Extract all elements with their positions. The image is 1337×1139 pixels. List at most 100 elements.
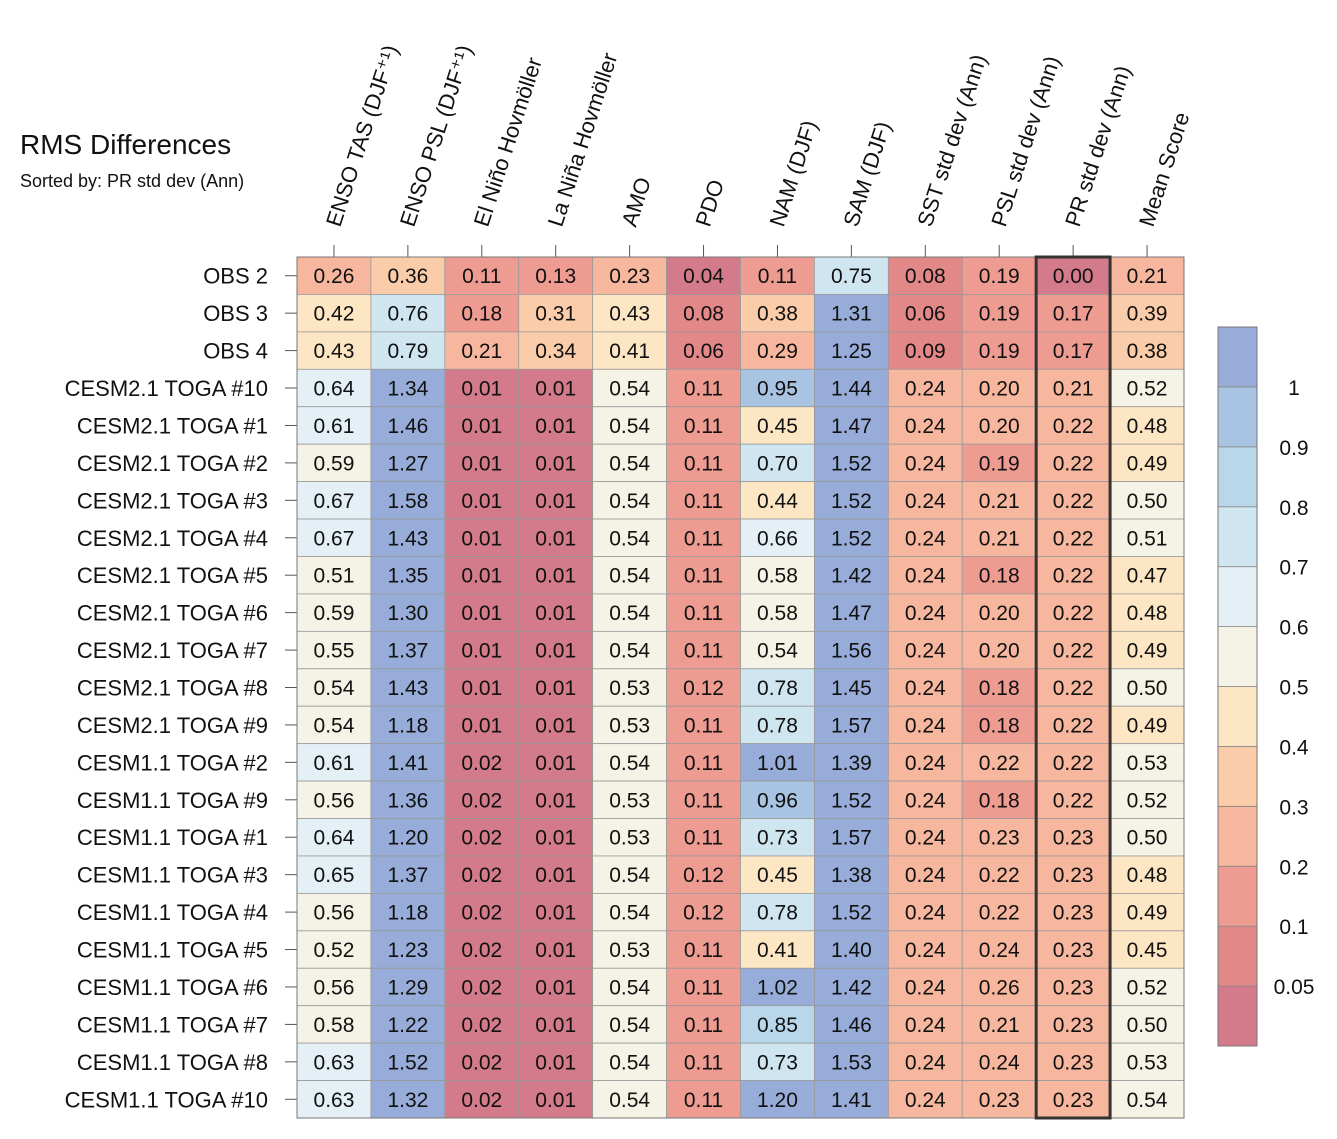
heatmap-cell (518, 331, 594, 370)
heatmap-cell (296, 930, 372, 969)
cell-value: 0.22 (1053, 640, 1094, 663)
heatmap-cell (740, 743, 815, 782)
heatmap-cell (1109, 556, 1185, 595)
cell-value: 0.53 (609, 827, 650, 850)
cell-value: 0.41 (609, 340, 650, 363)
heatmap-cell (887, 743, 963, 782)
cell-value: 0.53 (609, 677, 650, 700)
heatmap-cell (740, 630, 815, 670)
row-label: CESM2.1 TOGA #6 (77, 601, 268, 626)
cell-value: 0.53 (609, 714, 650, 737)
heatmap-cell (370, 593, 446, 632)
cell-value: 0.29 (757, 340, 798, 363)
cell-value: 0.53 (1127, 752, 1168, 775)
heatmap-cell (444, 443, 520, 483)
colorbar-swatch (1217, 686, 1258, 747)
heatmap-cell (444, 256, 520, 295)
cell-value: 0.67 (314, 527, 355, 550)
heatmap-cell (961, 780, 1037, 819)
column-label: SST std dev (Ann) (912, 51, 991, 229)
row-label: CESM1.1 TOGA #6 (77, 975, 268, 1000)
cell-value: 0.11 (684, 490, 723, 513)
cell-value: 0.11 (684, 602, 723, 625)
heatmap-cell (370, 630, 446, 670)
column-label: NAM (DJF) (764, 117, 822, 229)
heatmap-cell (518, 518, 594, 557)
colorbar-tick-label: 0.1 (1279, 916, 1308, 939)
heatmap-cell (370, 743, 446, 782)
heatmap-cell (518, 630, 594, 670)
cell-value: 0.11 (684, 1051, 723, 1074)
heatmap-cell (961, 256, 1037, 295)
cell-value: 0.01 (461, 714, 502, 737)
cell-value: 0.49 (1127, 640, 1168, 663)
cell-value: 0.11 (684, 939, 723, 962)
heatmap-cell (370, 818, 446, 857)
heatmap-cell (592, 556, 667, 595)
cell-value: 0.01 (535, 1014, 576, 1037)
cell-value: 0.24 (905, 752, 946, 775)
heatmap-cell (666, 743, 741, 782)
heatmap-cell (444, 331, 520, 370)
heatmap-cell (740, 294, 815, 333)
heatmap-cell (740, 518, 815, 557)
cell-value: 0.18 (979, 714, 1020, 737)
chart-title: RMS Differences (20, 129, 231, 160)
heatmap-cell (740, 855, 815, 894)
cell-value: 0.01 (535, 490, 576, 513)
cell-value: 1.53 (831, 1051, 872, 1074)
cell-value: 0.11 (684, 827, 723, 850)
cell-value: 0.22 (1053, 452, 1094, 475)
heatmap-cell (814, 892, 889, 932)
cell-value: 0.24 (905, 939, 946, 962)
cell-value: 0.01 (461, 640, 502, 663)
cell-value: 0.02 (461, 1051, 502, 1074)
heatmap-cell (887, 593, 963, 632)
cell-value: 0.54 (609, 1014, 650, 1037)
cell-value: 0.47 (1127, 565, 1168, 588)
colorbar-swatch (1217, 805, 1258, 867)
colorbar-swatch (1217, 626, 1258, 687)
cell-value: 0.23 (1053, 1089, 1094, 1112)
cell-value: 0.24 (905, 640, 946, 663)
cell-value: 0.24 (905, 490, 946, 513)
colorbar-swatch (1217, 865, 1258, 927)
cell-value: 0.96 (757, 789, 798, 812)
heatmap-cell (444, 1042, 520, 1081)
cell-value: 0.58 (314, 1014, 355, 1037)
grid-border (296, 256, 1185, 1119)
cell-value: 1.27 (387, 452, 428, 475)
heatmap-cell (887, 780, 963, 819)
heatmap-cell (814, 368, 889, 408)
cell-value: 1.43 (387, 527, 428, 550)
cell-value: 0.22 (979, 752, 1020, 775)
cell-value: 0.12 (683, 864, 724, 887)
column-label: PR std dev (Ann) (1060, 63, 1136, 230)
cell-value: 0.48 (1127, 602, 1168, 625)
heatmap-cell (887, 518, 963, 557)
heatmap-cell (592, 518, 667, 557)
heatmap-cell (592, 967, 667, 1007)
cell-value: 0.01 (535, 976, 576, 999)
cell-value: 0.54 (609, 602, 650, 625)
cell-value: 1.40 (831, 939, 872, 962)
cell-value: 0.13 (535, 265, 576, 288)
heatmap-cell (444, 967, 520, 1007)
cell-value: 0.48 (1127, 864, 1168, 887)
cell-value: 0.22 (1053, 602, 1094, 625)
cell-value: 0.49 (1127, 714, 1168, 737)
heatmap-cell (887, 705, 963, 745)
cell-value: 0.11 (684, 565, 723, 588)
heatmap-cell (961, 705, 1037, 745)
cell-value: 0.02 (461, 789, 502, 812)
heatmap-cell (961, 818, 1037, 857)
cell-value: 0.41 (757, 939, 798, 962)
heatmap-cell (961, 1080, 1037, 1119)
heatmap-cell (1109, 967, 1185, 1007)
cell-value: 0.11 (684, 976, 723, 999)
colorbar-swatch (1217, 925, 1258, 987)
heatmap-cell (370, 780, 446, 819)
heatmap-cell (666, 705, 741, 745)
cell-value: 0.26 (314, 265, 355, 288)
heatmap-cell (1109, 1042, 1185, 1081)
